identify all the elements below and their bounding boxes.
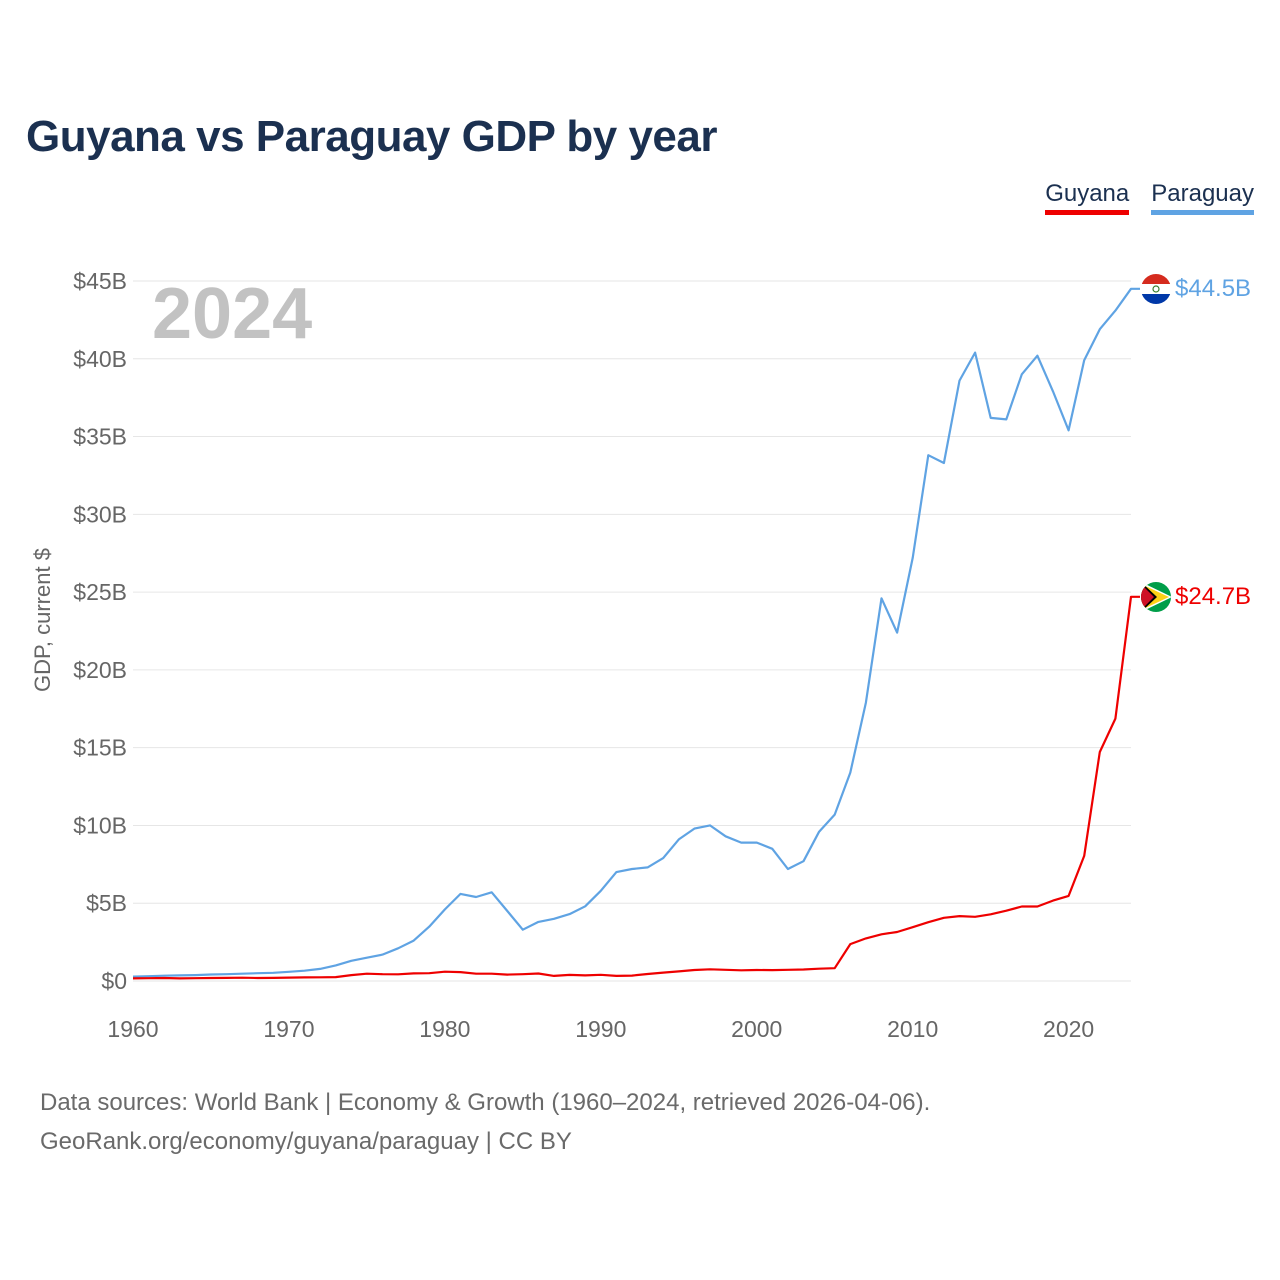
y-tick-label: $25B [73,579,127,605]
guyana-flag-icon [1141,582,1171,612]
y-axis-label: GDP, current $ [30,548,55,692]
paraguay-flag-icon [1141,274,1171,304]
y-axis-ticks: $0 $5B $10B $15B $20B $25B $30B $35B $40B $45B [73,268,127,994]
x-tick-label: 1980 [419,1016,470,1042]
source-note: Data sources: World Bank | Economy & Gro… [40,1083,930,1161]
legend-item-paraguay[interactable]: Paraguay [1151,180,1254,215]
y-tick-label: $0 [101,968,127,994]
y-tick-label: $45B [73,268,127,294]
x-tick-label: 2020 [1043,1016,1094,1042]
grid-lines [133,280,1131,982]
y-tick-label: $40B [73,346,127,372]
y-tick-label: $5B [86,890,127,916]
y-tick-label: $15B [73,735,127,761]
x-tick-label: 2010 [887,1016,938,1042]
y-tick-label: $30B [73,501,127,527]
gdp-line-chart: $0 $5B $10B $15B $20B $25B $30B $35B $40B $45B 19… [30,268,1251,1042]
x-tick-label: 1960 [107,1016,158,1042]
guyana-end-label: $24.7B [1175,583,1251,610]
source-line-2: GeoRank.org/economy/guyana/paraguay | CC… [40,1128,572,1155]
y-tick-label: $10B [73,812,127,838]
x-tick-label: 2000 [731,1016,782,1042]
legend: Guyana Paraguay [1045,180,1254,215]
y-tick-label: $20B [73,657,127,683]
year-watermark: 2024 [152,274,312,354]
x-tick-label: 1970 [263,1016,314,1042]
x-tick-label: 1990 [575,1016,626,1042]
legend-item-guyana[interactable]: Guyana [1045,180,1130,215]
x-axis-ticks: 1960 1970 1980 1990 2000 2010 2020 [107,1016,1094,1042]
paraguay-end-label: $44.5B [1175,275,1251,302]
series-line-guyana [132,595,1140,980]
source-line-1: Data sources: World Bank | Economy & Gro… [40,1089,931,1116]
page-title: Guyana vs Paraguay GDP by year [26,112,718,161]
series-lines [132,287,1140,980]
series-line-paraguay [132,287,1140,978]
y-tick-label: $35B [73,424,127,450]
